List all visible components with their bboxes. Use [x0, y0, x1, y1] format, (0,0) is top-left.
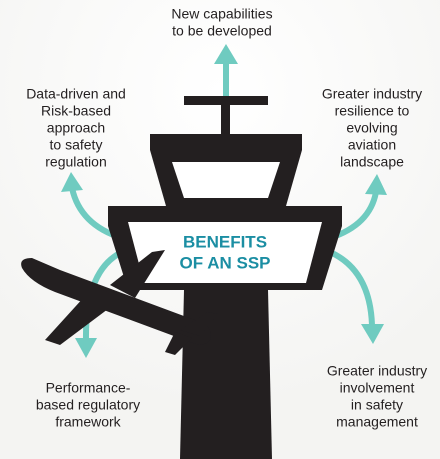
antenna-pole — [221, 104, 230, 138]
benefit-text: resilience to — [335, 103, 410, 119]
benefit-text: Risk-based — [41, 103, 111, 119]
benefit-text: involvement — [340, 380, 415, 396]
benefit-text: Greater industry — [322, 86, 422, 102]
benefit-text: Greater industry — [327, 363, 427, 379]
benefit-text: approach — [47, 120, 105, 136]
benefit-text: management — [336, 414, 418, 430]
benefit-text: New capabilities — [171, 6, 272, 22]
diagram: BENEFITS OF AN SSP New capabilities to b… — [0, 0, 440, 459]
tower-window — [172, 162, 280, 198]
antenna-bar — [184, 96, 268, 105]
center-label: OF AN SSP — [180, 253, 271, 272]
benefit-text: to be developed — [172, 23, 272, 39]
benefit-text: evolving — [346, 120, 397, 136]
tower-shaft — [180, 290, 272, 459]
center-label: BENEFITS — [183, 232, 267, 251]
benefit-text: based regulatory — [36, 397, 140, 413]
body: BENEFITS OF AN SSP New capabilities to b… — [0, 0, 440, 459]
benefit-text: regulation — [45, 154, 107, 170]
benefit-text: in safety — [351, 397, 403, 413]
benefit-text: framework — [55, 414, 121, 430]
benefit-text: Performance- — [46, 380, 131, 396]
page: {"center_label": {"lines": ["BENEFITS", … — [0, 0, 440, 459]
benefit-text: to safety — [50, 137, 103, 153]
benefit-text: landscape — [340, 154, 404, 170]
benefit-text: aviation — [348, 137, 396, 153]
benefit-text: Data-driven and — [26, 86, 126, 102]
